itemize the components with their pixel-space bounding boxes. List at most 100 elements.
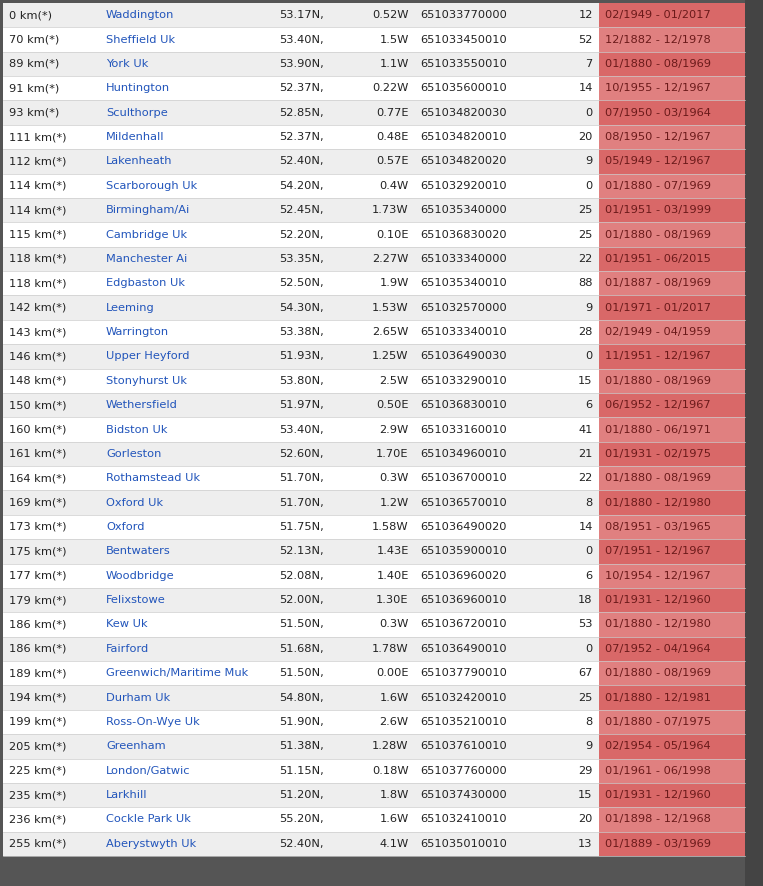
Bar xyxy=(3,515,100,540)
Text: 1.6W: 1.6W xyxy=(379,693,409,703)
Bar xyxy=(100,222,275,246)
Bar xyxy=(100,100,275,125)
Text: 651034960010: 651034960010 xyxy=(420,449,507,459)
Text: 651037430000: 651037430000 xyxy=(420,790,507,800)
Bar xyxy=(350,125,414,149)
Bar xyxy=(100,27,275,51)
Text: Stonyhurst Uk: Stonyhurst Uk xyxy=(106,376,187,385)
Bar xyxy=(350,295,414,320)
Text: 651033290010: 651033290010 xyxy=(420,376,507,385)
Text: 0.3W: 0.3W xyxy=(379,619,409,629)
Text: 0.48E: 0.48E xyxy=(376,132,409,142)
Bar xyxy=(100,344,275,369)
Bar xyxy=(599,344,745,369)
Text: 53.40N,: 53.40N, xyxy=(279,424,324,434)
Text: 51.68N,: 51.68N, xyxy=(279,644,324,654)
Bar xyxy=(100,51,275,76)
Bar xyxy=(414,563,552,588)
Text: 651033340010: 651033340010 xyxy=(420,327,507,337)
Bar xyxy=(552,734,599,758)
Text: Bidston Uk: Bidston Uk xyxy=(106,424,167,434)
Bar xyxy=(552,174,599,198)
Text: 4.1W: 4.1W xyxy=(379,839,409,849)
Text: 12/1882 - 12/1978: 12/1882 - 12/1978 xyxy=(605,35,710,44)
Text: 01/1961 - 06/1998: 01/1961 - 06/1998 xyxy=(605,766,710,776)
Bar xyxy=(414,393,552,417)
Bar xyxy=(599,174,745,198)
Text: 01/1880 - 08/1969: 01/1880 - 08/1969 xyxy=(605,59,711,69)
Bar xyxy=(350,174,414,198)
Text: 651034820010: 651034820010 xyxy=(420,132,507,142)
Bar xyxy=(552,393,599,417)
Text: 0: 0 xyxy=(585,108,593,118)
Text: 67: 67 xyxy=(578,668,593,678)
Text: 01/1880 - 08/1969: 01/1880 - 08/1969 xyxy=(605,668,711,678)
Bar xyxy=(552,125,599,149)
Bar xyxy=(350,588,414,612)
Text: 0.18W: 0.18W xyxy=(372,766,409,776)
Bar xyxy=(552,783,599,807)
Bar xyxy=(599,51,745,76)
Bar xyxy=(414,174,552,198)
Text: 115 km(*): 115 km(*) xyxy=(9,229,66,239)
Text: 199 km(*): 199 km(*) xyxy=(9,717,66,727)
Text: 0.00E: 0.00E xyxy=(376,668,409,678)
Text: 52.13N,: 52.13N, xyxy=(279,547,324,556)
Text: Aberystwyth Uk: Aberystwyth Uk xyxy=(106,839,196,849)
Bar xyxy=(599,686,745,710)
Text: 08/1951 - 03/1965: 08/1951 - 03/1965 xyxy=(605,522,711,532)
Bar xyxy=(3,3,100,27)
Text: 52.37N,: 52.37N, xyxy=(279,132,324,142)
Text: Scarborough Uk: Scarborough Uk xyxy=(106,181,197,190)
Bar xyxy=(552,320,599,344)
Bar xyxy=(3,246,100,271)
Text: 651036830010: 651036830010 xyxy=(420,400,507,410)
Bar xyxy=(599,393,745,417)
Text: 15: 15 xyxy=(578,790,593,800)
Bar xyxy=(414,3,552,27)
Text: 0 km(*): 0 km(*) xyxy=(9,10,52,20)
Bar xyxy=(3,149,100,174)
Bar xyxy=(599,491,745,515)
Bar xyxy=(414,442,552,466)
Text: 651035210010: 651035210010 xyxy=(420,717,507,727)
Bar xyxy=(745,0,763,886)
Bar xyxy=(599,515,745,540)
Text: 0: 0 xyxy=(585,644,593,654)
Bar xyxy=(552,198,599,222)
Text: 25: 25 xyxy=(578,693,593,703)
Text: 01/1880 - 08/1969: 01/1880 - 08/1969 xyxy=(605,229,711,239)
Bar xyxy=(599,417,745,442)
Text: Greenwich/Maritime Muk: Greenwich/Maritime Muk xyxy=(106,668,248,678)
Bar xyxy=(350,612,414,637)
Text: 14: 14 xyxy=(578,83,593,93)
Text: 52.40N,: 52.40N, xyxy=(279,839,324,849)
Bar xyxy=(275,637,350,661)
Bar xyxy=(414,807,552,832)
Text: 651033340000: 651033340000 xyxy=(420,254,507,264)
Bar xyxy=(414,734,552,758)
Text: 02/1954 - 05/1964: 02/1954 - 05/1964 xyxy=(605,742,710,751)
Text: 52.00N,: 52.00N, xyxy=(279,595,324,605)
Bar xyxy=(350,320,414,344)
Text: 22: 22 xyxy=(578,473,593,483)
Bar xyxy=(552,758,599,783)
Text: 0.3W: 0.3W xyxy=(379,473,409,483)
Bar xyxy=(275,442,350,466)
Bar xyxy=(3,540,100,563)
Text: 651036490010: 651036490010 xyxy=(420,644,507,654)
Text: 651032410010: 651032410010 xyxy=(420,814,507,825)
Bar xyxy=(3,295,100,320)
Bar xyxy=(599,3,745,27)
Text: 06/1952 - 12/1967: 06/1952 - 12/1967 xyxy=(605,400,710,410)
Bar xyxy=(100,174,275,198)
Text: 01/1880 - 07/1969: 01/1880 - 07/1969 xyxy=(605,181,711,190)
Text: 186 km(*): 186 km(*) xyxy=(9,619,66,629)
Text: 51.93N,: 51.93N, xyxy=(279,352,324,361)
Bar xyxy=(275,369,350,393)
Bar xyxy=(552,344,599,369)
Bar xyxy=(100,198,275,222)
Text: Larkhill: Larkhill xyxy=(106,790,147,800)
Text: 236 km(*): 236 km(*) xyxy=(9,814,66,825)
Text: 0.10E: 0.10E xyxy=(376,229,409,239)
